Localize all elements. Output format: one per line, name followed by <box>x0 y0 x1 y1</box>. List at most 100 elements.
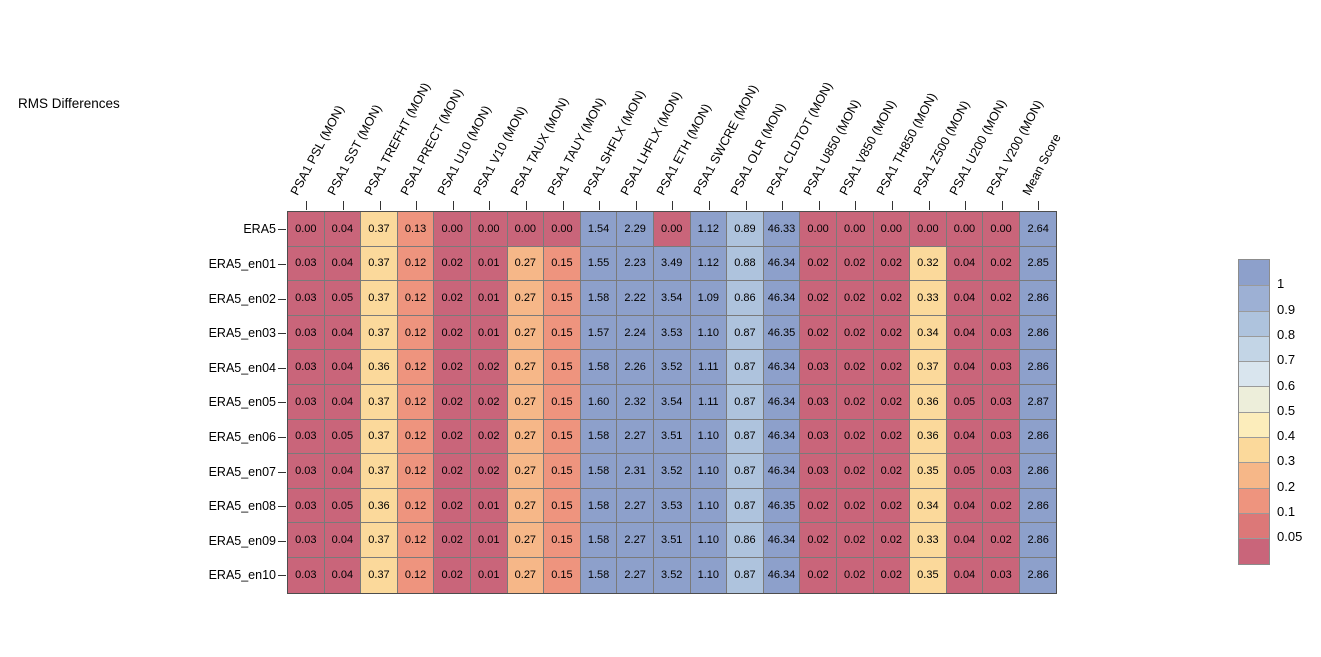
heatmap-cell: 0.87 <box>727 419 764 455</box>
heatmap-cell: 0.01 <box>470 315 508 351</box>
column-tick <box>599 201 601 210</box>
heatmap-cell: 0.37 <box>361 315 398 351</box>
heatmap-cell: 0.04 <box>324 523 362 558</box>
heatmap-cell: 46.34 <box>763 523 801 558</box>
heatmap-cell: 0.27 <box>507 488 545 524</box>
heatmap-cell: 1.10 <box>690 488 728 524</box>
heatmap-cell: 0.01 <box>470 557 508 593</box>
heatmap-cell: 0.03 <box>983 419 1020 455</box>
heatmap-cell: 0.87 <box>727 454 764 489</box>
heatmap-cell: 46.34 <box>763 419 801 455</box>
heatmap-cell: 0.37 <box>361 454 398 489</box>
heatmap-cell: 0.02 <box>836 246 874 282</box>
heatmap-cell: 0.12 <box>397 384 435 420</box>
heatmap-cell: 1.54 <box>580 212 618 247</box>
heatmap-cell: 0.02 <box>983 523 1020 558</box>
heatmap-cell: 2.86 <box>1019 315 1057 351</box>
heatmap-cell: 0.86 <box>727 281 764 316</box>
heatmap-cell: 0.02 <box>873 557 911 593</box>
heatmap-cell: 46.34 <box>763 557 801 593</box>
heatmap-cell: 0.15 <box>544 454 581 489</box>
heatmap-cell: 0.36 <box>361 488 398 524</box>
heatmap-cell: 0.34 <box>910 315 947 351</box>
heatmap-cell: 0.02 <box>873 384 911 420</box>
row-label: ERA5_en10 <box>208 568 276 583</box>
column-tick <box>525 201 527 210</box>
legend-band <box>1239 538 1269 564</box>
heatmap-cell: 0.00 <box>873 212 911 247</box>
heatmap-cell: 0.05 <box>324 281 362 316</box>
heatmap-cell: 2.27 <box>617 419 654 455</box>
heatmap-cell: 0.12 <box>397 419 435 455</box>
heatmap-cell: 2.86 <box>1019 523 1057 558</box>
heatmap-cell: 0.27 <box>507 557 545 593</box>
heatmap-cell: 1.58 <box>580 419 618 455</box>
column-tick <box>965 201 967 210</box>
heatmap-cell: 2.24 <box>617 315 654 351</box>
heatmap-cell: 0.35 <box>910 454 947 489</box>
legend-band <box>1239 386 1269 412</box>
heatmap-cell: 0.12 <box>397 557 435 593</box>
heatmap-cell: 0.27 <box>507 315 545 351</box>
heatmap-cell: 0.02 <box>873 419 911 455</box>
heatmap-cell: 0.03 <box>800 384 837 420</box>
heatmap-cell: 0.02 <box>434 523 471 558</box>
heatmap-cell: 0.15 <box>544 384 581 420</box>
heatmap-cell: 0.02 <box>434 281 471 316</box>
heatmap-cell: 2.86 <box>1019 419 1057 455</box>
legend-label: 0.3 <box>1277 453 1296 469</box>
heatmap-cell: 0.12 <box>397 454 435 489</box>
legend-band <box>1239 310 1269 336</box>
heatmap-cell: 0.01 <box>470 246 508 282</box>
heatmap-cell: 0.27 <box>507 246 545 282</box>
heatmap-cell: 0.37 <box>361 246 398 282</box>
heatmap-cell: 46.34 <box>763 454 801 489</box>
heatmap-cell: 0.12 <box>397 350 435 385</box>
heatmap-cell: 2.32 <box>617 384 654 420</box>
heatmap-cell: 0.12 <box>397 281 435 316</box>
heatmap-cell: 0.02 <box>434 557 471 593</box>
heatmap-cell: 0.87 <box>727 488 764 524</box>
heatmap-cell: 0.36 <box>361 350 398 385</box>
column-label: PSA1 SWCRE (MON) <box>690 82 761 198</box>
heatmap-cell: 0.15 <box>544 246 581 282</box>
heatmap-cell: 0.02 <box>836 281 874 316</box>
heatmap-cell: 0.87 <box>727 315 764 351</box>
legend-band <box>1239 285 1269 311</box>
row-tick <box>278 333 286 335</box>
heatmap-cell: 0.02 <box>434 384 471 420</box>
heatmap-cell: 0.02 <box>983 488 1020 524</box>
heatmap-cell: 0.27 <box>507 384 545 420</box>
heatmap-cell: 0.00 <box>507 212 545 247</box>
heatmap-cell: 0.37 <box>361 419 398 455</box>
row-tick <box>278 402 286 404</box>
legend-label: 0.7 <box>1277 352 1296 368</box>
heatmap-cell: 0.33 <box>910 281 947 316</box>
legend-band <box>1239 512 1269 539</box>
column-tick <box>745 201 747 210</box>
row-tick <box>278 229 286 231</box>
row-label: ERA5_en01 <box>208 256 276 271</box>
legend-label: 0.2 <box>1277 478 1296 494</box>
heatmap-cell: 2.64 <box>1019 212 1057 247</box>
heatmap-cell: 0.04 <box>946 557 984 593</box>
heatmap-cell: 0.02 <box>873 454 911 489</box>
heatmap-cell: 0.02 <box>470 384 508 420</box>
heatmap-cell: 46.34 <box>763 350 801 385</box>
heatmap-cell: 0.87 <box>727 384 764 420</box>
heatmap-cell: 0.03 <box>983 557 1020 593</box>
heatmap-cell: 1.58 <box>580 488 618 524</box>
column-tick <box>452 201 454 210</box>
heatmap-cell: 2.86 <box>1019 454 1057 489</box>
column-label: PSA1 CLDTOT (MON) <box>763 79 836 198</box>
heatmap-cell: 0.02 <box>470 350 508 385</box>
heatmap-grid: 0.00 0.04 0.37 0.13 0.00 0.00 0.00 0.00 1.54 2.29… <box>287 211 1058 594</box>
heatmap-cell: 0.04 <box>946 419 984 455</box>
heatmap-cell: 46.33 <box>763 212 801 247</box>
heatmap-cell: 0.36 <box>910 419 947 455</box>
row-tick <box>278 263 286 265</box>
row-label: ERA5_en05 <box>208 395 276 410</box>
heatmap-cell: 0.00 <box>653 212 691 247</box>
heatmap-cell: 1.58 <box>580 281 618 316</box>
heatmap-cell: 0.02 <box>836 557 874 593</box>
